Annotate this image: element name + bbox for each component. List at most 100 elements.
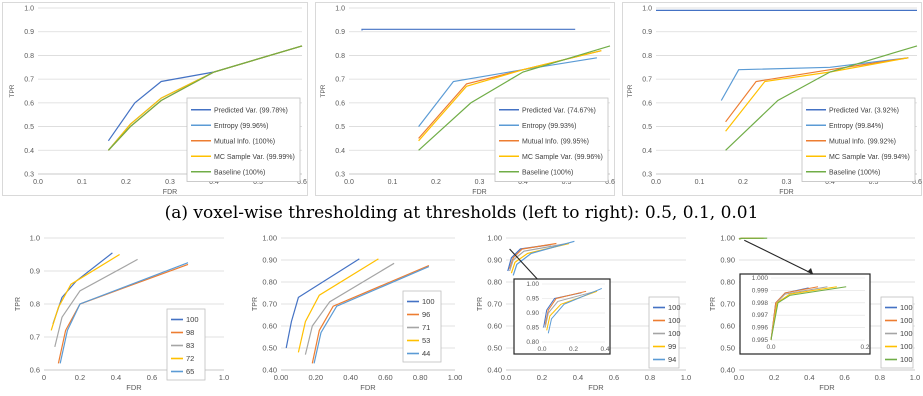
legend-box — [494, 97, 609, 182]
legend-label: Entropy (99.96%) — [214, 123, 268, 130]
legend-label: 72 — [186, 354, 194, 363]
x-tick-label: 1.00 — [448, 373, 463, 382]
x-tick-label: 0.0 — [33, 179, 43, 186]
y-tick-label: 0.70 — [262, 300, 277, 309]
y-tick-label: 0.40 — [262, 366, 277, 375]
series-line — [285, 258, 360, 349]
legend-label: 44 — [422, 349, 430, 358]
y-tick-label: 0.60 — [487, 322, 502, 331]
legend-label: 83 — [186, 341, 194, 350]
legend-label: Entropy (99.84%) — [829, 123, 883, 130]
legend-label: 99 — [668, 342, 676, 351]
y-tick-label: 0.5 — [24, 124, 34, 131]
legend-label: MC Sample Var. (99.99%) — [214, 154, 295, 161]
x-tick-label: 0.00 — [274, 373, 289, 382]
y-tick-label: 0.50 — [262, 344, 277, 353]
legend-box — [648, 296, 680, 369]
y-tick-label: 0.7 — [24, 77, 34, 84]
x-tick-label: 0.6 — [912, 179, 922, 186]
y-tick-label: 0.5 — [642, 124, 652, 131]
y-axis-title: TPR — [710, 297, 717, 311]
x-tick-label: 0.6 — [609, 373, 619, 382]
x-tick-label: 0.3 — [165, 179, 175, 186]
x-axis-title: FDR — [360, 383, 376, 392]
legend-label: 94 — [668, 355, 676, 364]
y-tick-label: 0.6 — [642, 100, 652, 107]
x-axis-title: FDR — [472, 189, 486, 196]
y-tick-label: 0.60 — [720, 322, 735, 331]
x-tick-label: 0.2 — [769, 373, 779, 382]
y-tick-label: 0.90 — [487, 256, 502, 265]
series-line — [738, 237, 768, 240]
chart-panel-3: 0.3 0.4 0.5 0.6 0.7 0.8 0.9 1.0 0.0 0.1 0.2 0.3 0.4 0… — [622, 2, 922, 196]
y-tick-label: 1.00 — [487, 234, 502, 243]
series-line — [418, 45, 611, 151]
y-tick-label: 0.40 — [487, 366, 502, 375]
y-axis-title: TPR — [320, 84, 327, 97]
chart-panel-6: 0.40 0.50 0.60 0.70 0.80 0.90 1.00 0.0 0.2 0.4 0.6… — [464, 232, 692, 394]
y-tick-label: 0.3 — [335, 172, 345, 179]
y-tick-label: 1.0 — [642, 6, 652, 13]
chart-panel-4: 0.60.70.80.91.000.20.40.60.81.0FDRTPR100… — [2, 232, 230, 394]
series-line — [418, 57, 597, 127]
series-line — [725, 57, 909, 132]
series-line — [311, 264, 430, 364]
legend-label: 100 — [900, 355, 913, 364]
inset-y-tick-label: 0.80 — [526, 339, 539, 346]
x-axis-title: FDR — [819, 383, 835, 392]
x-tick-label: 1.0 — [910, 373, 920, 382]
y-tick-label: 0.9 — [24, 29, 34, 36]
x-tick-label: 0.6 — [839, 373, 849, 382]
y-tick-label: 1.0 — [24, 6, 34, 13]
y-tick-label: 0.9 — [335, 29, 345, 36]
chart-svg-1: 0.3 0.4 0.5 0.6 0.7 0.8 0.9 1.0 0.0 0.1 0.2 0.3 0.4 0… — [2, 2, 308, 196]
x-tick-label: 0.80 — [413, 373, 428, 382]
chart-svg-2: 0.3 0.4 0.5 0.6 0.7 0.8 0.9 1.0 0.0 0.1 0.2 0.3 0.4 0… — [315, 2, 615, 196]
chart-panel-1: 0.3 0.4 0.5 0.6 0.7 0.8 0.9 1.0 0.0 0.1 0.2 0.3 0.4 0… — [2, 2, 308, 196]
legend-label: 100 — [900, 342, 913, 351]
chart-svg-4: 0.60.70.80.91.000.20.40.60.81.0FDRTPR100… — [15, 234, 229, 393]
chart-svg-6: 0.40 0.50 0.60 0.70 0.80 0.90 1.00 0.0 0.2 0.4 0.6… — [477, 234, 691, 393]
series-line — [361, 28, 576, 31]
inset-y-tick-label: 0.85 — [526, 325, 539, 332]
y-tick-label: 0.6 — [335, 100, 345, 107]
y-axis-title: TPR — [15, 297, 22, 311]
y-axis-title: TPR — [9, 84, 16, 97]
legend-label: Mutual Info. (99.92%) — [829, 138, 896, 145]
x-tick-label: 1.0 — [681, 373, 691, 382]
series-line — [297, 258, 379, 353]
series-line — [313, 266, 430, 364]
x-tick-label: 0.40 — [343, 373, 358, 382]
x-tick-label: 1.0 — [219, 373, 229, 382]
x-tick-label: 0 — [42, 373, 46, 382]
y-tick-label: 0.70 — [720, 300, 735, 309]
legend-label: 100 — [186, 315, 199, 324]
y-axis-title: TPR — [627, 84, 634, 97]
inset-y-tick-label: 1.000 — [752, 275, 769, 282]
legend-label: 100 — [900, 303, 913, 312]
legend-label: 100 — [668, 316, 681, 325]
legend-label: 100 — [668, 329, 681, 338]
series-line — [54, 258, 138, 348]
series-line — [720, 57, 909, 101]
legend-box — [186, 97, 301, 182]
series-line — [304, 262, 395, 355]
series-line — [509, 242, 568, 272]
legend-label: 100 — [422, 297, 435, 306]
inset-y-tick-label: 0.996 — [752, 325, 769, 332]
chart-svg-3: 0.3 0.4 0.5 0.6 0.7 0.8 0.9 1.0 0.0 0.1 0.2 0.3 0.4 0… — [622, 2, 922, 196]
chart-panel-7: 0.40 0.50 0.60 0.70 0.80 0.90 1.00 0.0 0.2 0.4 0.6… — [695, 232, 921, 394]
y-tick-label: 0.8 — [335, 53, 345, 60]
inset-y-tick-label: 1.00 — [526, 281, 539, 288]
inset-y-tick-label: 0.998 — [752, 300, 769, 307]
inset-series-line — [544, 290, 596, 328]
series-line — [107, 45, 303, 151]
series-line — [52, 252, 113, 324]
inset-y-tick-label: 0.999 — [752, 287, 769, 294]
legend-label: Predicted Var. (74.67%) — [522, 107, 596, 114]
inset-x-tick-label: 0.4 — [600, 346, 609, 353]
legend-label: Baseline (100%) — [214, 169, 265, 176]
series-line — [725, 45, 918, 151]
y-axis-title: TPR — [477, 297, 484, 311]
y-tick-label: 0.7 — [30, 333, 40, 342]
